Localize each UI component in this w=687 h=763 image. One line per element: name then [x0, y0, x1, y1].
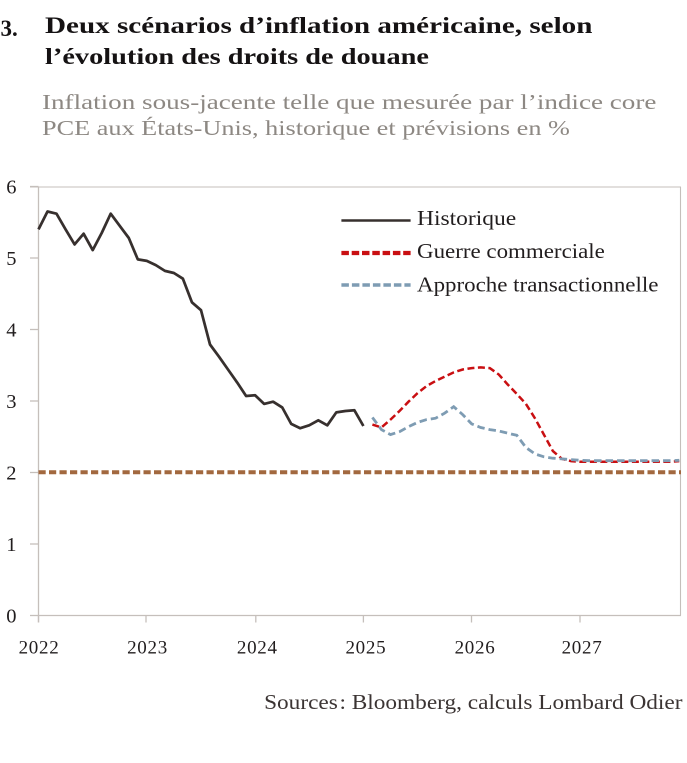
svg-text:1: 1 [6, 534, 16, 556]
svg-text:2: 2 [6, 463, 16, 485]
svg-text:0: 0 [6, 606, 16, 628]
svg-text:6: 6 [6, 177, 16, 199]
svg-text:2027: 2027 [562, 638, 603, 659]
svg-text:Guerre commerciale: Guerre commerciale [417, 239, 605, 263]
svg-text:2022: 2022 [19, 638, 60, 659]
svg-text:2024: 2024 [237, 638, 278, 659]
svg-text:4: 4 [6, 320, 16, 342]
svg-text:2023: 2023 [127, 638, 168, 659]
svg-text:2025: 2025 [345, 638, 386, 659]
svg-text:2026: 2026 [455, 638, 496, 659]
svg-text:5: 5 [6, 248, 16, 270]
svg-text:Approche transactionnelle: Approche transactionnelle [417, 272, 658, 296]
svg-text:Sources: Bloomberg, calculs Lo: Sources: Bloomberg, calculs Lombard Odie… [264, 690, 683, 714]
svg-text:3: 3 [6, 391, 16, 413]
svg-text:Historique: Historique [417, 206, 516, 230]
